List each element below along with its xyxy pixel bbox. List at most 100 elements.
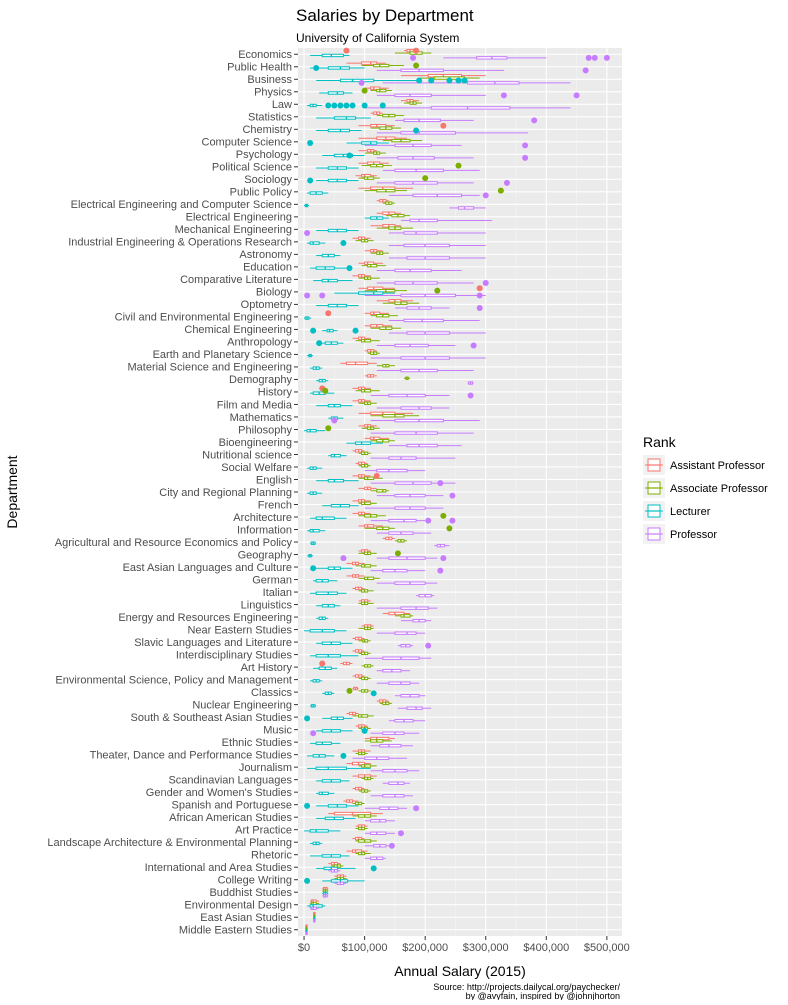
- box-lecturer: [310, 66, 365, 70]
- x-tick-label: $400,000: [523, 942, 569, 954]
- box-lecturer: [316, 403, 353, 408]
- box-professor: [394, 306, 450, 310]
- y-tick-label: Mathematics: [230, 412, 293, 424]
- iqr-box: [370, 311, 381, 316]
- iqr-box: [400, 68, 444, 73]
- box-professor: [370, 431, 474, 435]
- box-professor: [388, 443, 462, 448]
- box-professor: [370, 568, 426, 573]
- y-tick-label: Near Eastern Studies: [187, 624, 292, 636]
- y-tick-label: German: [252, 574, 292, 586]
- outlier-point: [397, 830, 404, 837]
- box-associate-professor: [358, 589, 374, 593]
- box-assistant-professor: [352, 636, 365, 641]
- y-tick-label: Italian: [263, 587, 292, 599]
- box-associate-professor: [352, 714, 374, 718]
- iqr-box: [394, 281, 438, 285]
- box-associate-professor: [379, 701, 392, 706]
- iqr-box: [309, 529, 320, 533]
- box-professor: [388, 231, 486, 235]
- box-lecturer: [316, 253, 341, 258]
- box-professor: [370, 794, 414, 798]
- iqr-box: [409, 218, 438, 223]
- box-professor: [376, 131, 529, 135]
- y-tick-label: Optometry: [241, 299, 293, 311]
- iqr-box: [358, 291, 384, 295]
- box-associate-professor: [358, 601, 374, 606]
- box-associate-professor: [394, 614, 414, 618]
- box-assistant-professor: [346, 574, 365, 578]
- iqr-box: [315, 766, 347, 771]
- outlier-point: [361, 727, 368, 734]
- outlier-point: [476, 292, 483, 299]
- y-tick-label: Music: [263, 724, 292, 736]
- box-assistant-professor: [364, 436, 389, 441]
- box-lecturer: [316, 779, 350, 783]
- legend-key-professor: [643, 524, 665, 544]
- outlier-point: [379, 102, 386, 109]
- box-lecturer: [304, 829, 341, 833]
- box-lecturer: [316, 116, 371, 120]
- x-tick-label: $300,000: [463, 942, 509, 954]
- y-tick-label: Theater, Dance and Performance Studies: [90, 749, 293, 761]
- y-tick-label: Nuclear Engineering: [192, 699, 292, 711]
- box-associate-professor: [355, 826, 368, 831]
- box-lecturer: [322, 153, 365, 158]
- iqr-box: [379, 744, 402, 748]
- box-associate-professor: [364, 739, 392, 743]
- box-professor: [370, 456, 456, 460]
- y-tick-label: South & Southeast Asian Studies: [131, 712, 293, 724]
- box-lecturer: [310, 591, 347, 595]
- iqr-box: [394, 168, 444, 173]
- box-professor: [416, 593, 435, 598]
- box-associate-professor: [355, 851, 371, 856]
- outlier-point: [446, 77, 453, 84]
- y-tick-label: Buddhist Studies: [209, 887, 292, 899]
- box-assistant-professor: [358, 286, 395, 290]
- box-professor: [394, 694, 426, 698]
- outlier-point: [437, 567, 444, 574]
- box-professor: [370, 393, 450, 398]
- box-lecturer: [316, 228, 359, 233]
- y-tick-label: Political Science: [212, 162, 292, 174]
- box-lecturer: [313, 579, 338, 583]
- box-professor: [334, 881, 347, 886]
- legend-key-lecturer: [643, 501, 665, 521]
- iqr-box: [361, 764, 372, 768]
- box-lecturer: [307, 241, 326, 245]
- iqr-box: [400, 614, 411, 618]
- outlier-point: [582, 67, 589, 74]
- box-associate-professor: [358, 551, 377, 556]
- outlier-point: [470, 342, 477, 349]
- legend-title: Rank: [643, 434, 677, 450]
- box-assistant-professor: [352, 786, 365, 791]
- box-assistant-professor: [376, 199, 389, 203]
- y-tick-label: Electrical Engineering and Computer Scie…: [71, 199, 292, 211]
- box-lecturer: [322, 328, 338, 333]
- box-professor: [313, 919, 316, 923]
- outlier-point: [304, 877, 311, 884]
- box-professor: [364, 806, 408, 810]
- box-lecturer: [304, 428, 326, 433]
- box-professor: [388, 193, 480, 198]
- y-tick-label: Psychology: [236, 149, 293, 161]
- outlier-point: [428, 77, 435, 84]
- box-lecturer: [307, 766, 371, 771]
- outlier-point: [310, 730, 317, 737]
- outlier-point: [370, 865, 377, 872]
- box-professor: [322, 894, 329, 898]
- outlier-point: [370, 690, 377, 697]
- iqr-box: [382, 794, 405, 798]
- box-lecturer: [310, 366, 323, 370]
- chart-title: Salaries by Department: [296, 6, 474, 25]
- iqr-box: [406, 256, 450, 260]
- outlier-point: [413, 62, 420, 69]
- box-lecturer: [316, 128, 362, 133]
- iqr-box: [306, 428, 317, 433]
- iqr-box: [367, 263, 378, 268]
- y-tick-label: Energy and Resources Engineering: [118, 612, 292, 624]
- box-associate-professor: [358, 576, 380, 581]
- box-lecturer: [316, 478, 359, 483]
- y-tick-label: Middle Eastern Studies: [179, 925, 293, 937]
